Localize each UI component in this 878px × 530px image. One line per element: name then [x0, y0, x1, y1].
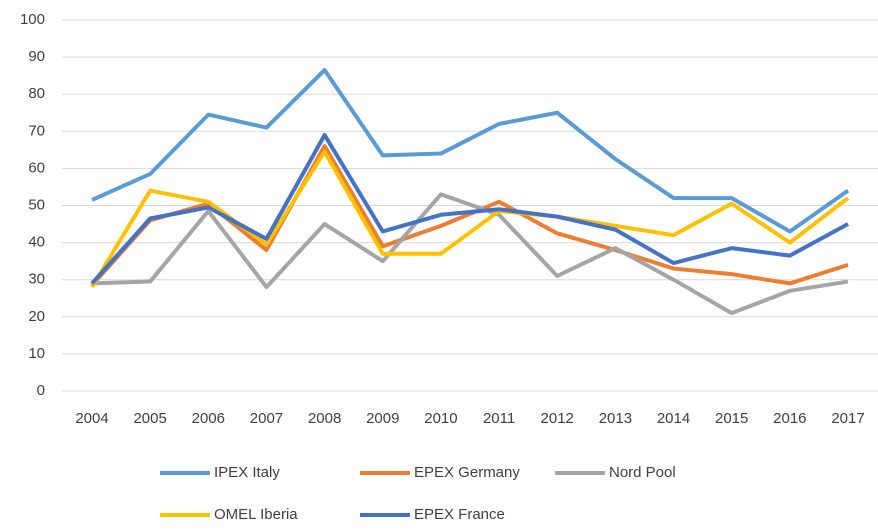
legend-label: OMEL Iberia: [214, 506, 298, 523]
y-tick-label: 50: [28, 196, 45, 213]
y-tick-label: 30: [28, 271, 45, 288]
y-tick-label: 10: [28, 345, 45, 362]
series-line: [91, 192, 849, 316]
y-tick-label: 80: [28, 85, 45, 102]
x-tick-label: 2017: [831, 410, 864, 427]
series-line: [90, 133, 849, 285]
x-tick-label: 2009: [366, 410, 399, 427]
x-tick-label: 2005: [133, 410, 166, 427]
x-tick-label: 2007: [250, 410, 283, 427]
x-tick-label: 2004: [75, 410, 108, 427]
x-tick-label: 2008: [308, 410, 341, 427]
y-tick-label: 100: [20, 11, 45, 28]
x-tick-label: 2013: [599, 410, 632, 427]
y-tick-label: 60: [28, 159, 45, 176]
legend-label: Nord Pool: [609, 464, 676, 481]
y-tick-label: 90: [28, 48, 45, 65]
series-line: [90, 149, 850, 289]
y-tick-label: 40: [28, 234, 45, 251]
x-tick-label: 2015: [715, 410, 748, 427]
y-tick-label: 70: [28, 122, 45, 139]
x-tick-label: 2014: [657, 410, 690, 427]
legend-label: EPEX France: [414, 506, 505, 523]
x-tick-label: 2006: [192, 410, 225, 427]
series-line: [91, 68, 850, 234]
legend-label: IPEX Italy: [214, 464, 280, 481]
x-tick-label: 2016: [773, 410, 806, 427]
x-tick-label: 2011: [483, 410, 515, 427]
y-tick-label: 20: [28, 308, 45, 325]
legend-label: EPEX Germany: [414, 464, 520, 481]
y-tick-label: 0: [37, 382, 45, 399]
x-tick-label: 2012: [541, 410, 574, 427]
x-tick-label: 2010: [424, 410, 457, 427]
